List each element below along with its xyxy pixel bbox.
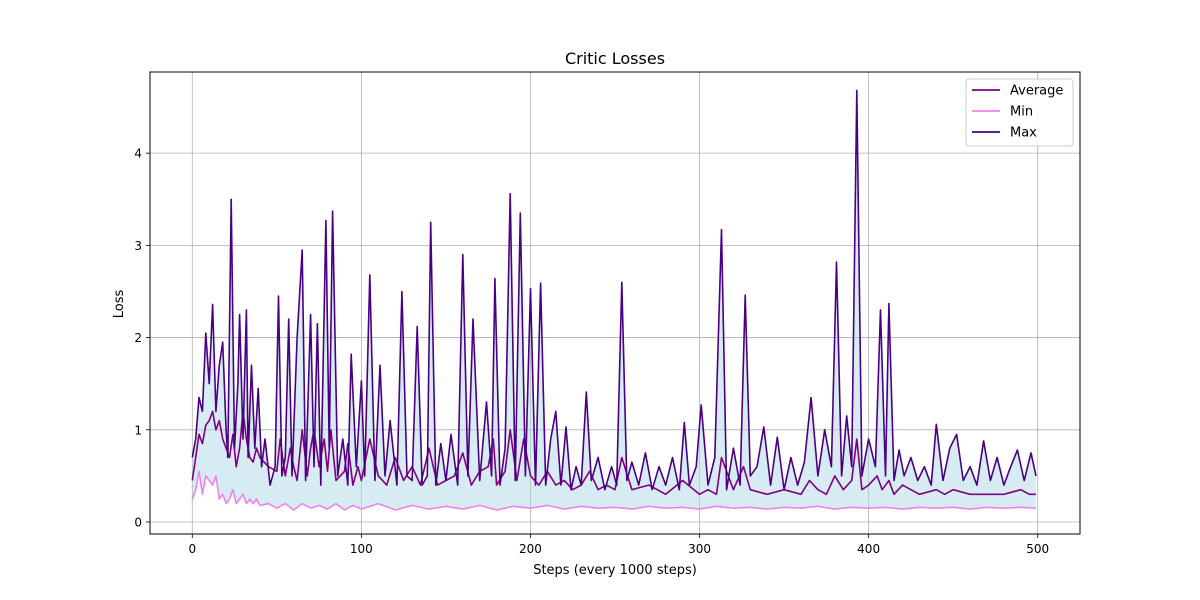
- min-max-band-area: [192, 90, 1037, 511]
- legend-label-average: Average: [1010, 84, 1063, 99]
- y-axis-label: Loss: [112, 290, 127, 319]
- series-line-min: [191, 470, 1037, 511]
- y-tick-label: 1: [134, 423, 142, 437]
- series-lines: [191, 89, 1037, 511]
- y-tick-label: 2: [134, 331, 142, 345]
- x-axis-label: Steps (every 1000 steps): [533, 563, 697, 578]
- grid: [150, 72, 1080, 534]
- x-tick-label: 100: [350, 542, 373, 556]
- min-max-band: [192, 90, 1037, 511]
- x-axis-ticks: 0 100 200 300 400 500: [188, 534, 1049, 556]
- x-tick-label: 0: [188, 542, 196, 556]
- plot-frame: [149, 71, 1081, 535]
- legend: Average Min Max: [965, 78, 1074, 147]
- legend-label-max: Max: [1010, 126, 1037, 141]
- legend-label-min: Min: [1010, 105, 1033, 120]
- x-tick-label: 500: [1026, 542, 1049, 556]
- y-tick-label: 3: [134, 239, 142, 253]
- x-tick-label: 300: [688, 542, 711, 556]
- legend-box: [965, 78, 1074, 147]
- y-tick-label: 0: [134, 516, 142, 530]
- x-tick-label: 200: [519, 542, 542, 556]
- y-axis-ticks: 0 1 2 3 4: [134, 147, 150, 530]
- x-tick-label: 400: [857, 542, 880, 556]
- y-tick-label: 4: [134, 147, 142, 161]
- chart-title: Critic Losses: [565, 49, 665, 68]
- series-line-average: [191, 410, 1036, 496]
- series-line-max: [191, 89, 1037, 491]
